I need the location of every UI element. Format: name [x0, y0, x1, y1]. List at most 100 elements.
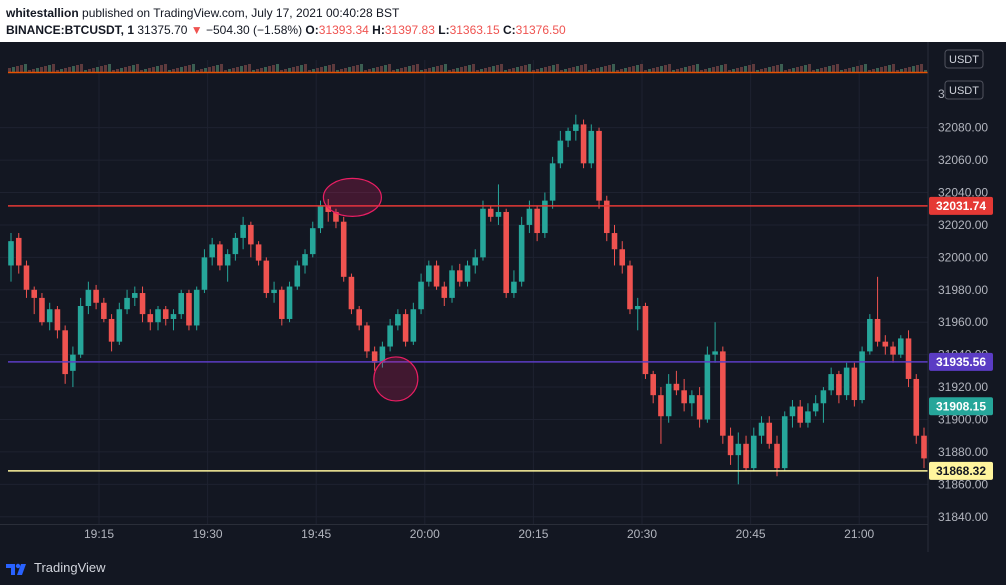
- candle-down: [642, 306, 649, 375]
- candle-up: [379, 346, 386, 363]
- candle-up: [294, 265, 301, 287]
- candle-down: [905, 338, 912, 379]
- candle-down: [836, 374, 842, 396]
- volume-bar: [8, 68, 11, 72]
- volume-bar: [392, 70, 395, 72]
- candle-up: [302, 254, 308, 266]
- volume-bar: [12, 67, 15, 72]
- volume-bar: [684, 67, 687, 72]
- volume-bar: [160, 65, 163, 72]
- volume-bar: [336, 70, 339, 72]
- candlestick-chart[interactable]: 32080.00 32060.00 32040.00 32020.00 32000.00…: [0, 42, 1006, 552]
- volume-bar: [832, 65, 835, 72]
- volume-bar: [24, 64, 27, 72]
- candle-down: [441, 286, 448, 298]
- volume-bar: [228, 69, 231, 72]
- candle-up: [843, 367, 850, 396]
- volume-bar: [368, 69, 371, 72]
- candle-up: [426, 265, 432, 282]
- author-name[interactable]: whitestallion: [6, 6, 79, 20]
- volume-bar: [52, 64, 55, 72]
- volume-bar: [740, 67, 743, 72]
- volume-bar: [904, 68, 907, 72]
- candle-down: [774, 443, 780, 469]
- volume-bar: [168, 70, 171, 72]
- candle-up: [859, 351, 865, 401]
- volume-bar: [432, 67, 435, 72]
- volume-bar: [660, 66, 663, 72]
- volume-bar: [704, 69, 707, 72]
- volume-bar: [848, 68, 851, 72]
- low-label: L:: [438, 23, 450, 37]
- candle-down: [766, 422, 773, 444]
- volume-bar: [348, 67, 351, 72]
- volume-bar: [316, 68, 319, 72]
- volume-bar: [100, 66, 103, 72]
- y-tick-label: 32040.00: [938, 186, 988, 200]
- volume-bar: [756, 70, 759, 72]
- candle-up: [85, 289, 92, 306]
- volume-bar: [400, 68, 403, 72]
- candle-down: [147, 314, 154, 323]
- candle-up: [132, 293, 138, 298]
- volume-bar: [840, 70, 843, 72]
- footer: TradingView: [0, 552, 1006, 585]
- volume-bar: [808, 64, 811, 72]
- close-value: 31376.50: [515, 23, 566, 37]
- candle-up: [511, 281, 517, 294]
- volume-bar: [528, 64, 531, 72]
- volume-bar: [744, 66, 747, 72]
- candle-up: [387, 325, 393, 347]
- y-tick-label: 31980.00: [938, 283, 988, 297]
- volume-bar: [912, 66, 915, 72]
- volume-bar: [496, 65, 499, 72]
- volume-bar: [884, 66, 887, 72]
- candle-down: [882, 341, 889, 347]
- candle-down: [851, 367, 858, 401]
- tradingview-logo[interactable]: TradingView: [6, 560, 106, 575]
- candle-down: [333, 211, 339, 222]
- volume-bar: [824, 67, 827, 72]
- chart-area[interactable]: 32080.00 32060.00 32040.00 32020.00 32000.00…: [0, 42, 1006, 552]
- volume-bar: [680, 68, 683, 72]
- volume-bar: [32, 69, 35, 72]
- y-tick-label: 32020.00: [938, 218, 988, 232]
- volume-bar: [596, 68, 599, 72]
- candle-down: [62, 330, 68, 375]
- volume-bar: [556, 64, 559, 72]
- candle-up: [634, 306, 641, 310]
- x-tick-label: 19:45: [301, 527, 331, 541]
- volume-bar: [500, 64, 503, 72]
- volume-bar: [652, 68, 655, 72]
- candle-up: [805, 411, 811, 423]
- candle-up: [309, 228, 316, 255]
- candle-up: [480, 208, 486, 258]
- candle-up: [526, 208, 533, 225]
- volume-bar: [132, 65, 135, 72]
- y-tick-label: 32060.00: [938, 153, 988, 167]
- volume-bar: [200, 69, 203, 72]
- volume-bar: [560, 70, 563, 72]
- candle-up: [232, 237, 239, 255]
- currency-badge-label: USDT: [949, 85, 979, 97]
- published-text: published on TradingView.com, July 17, 2…: [82, 6, 400, 20]
- candle-up: [828, 374, 834, 391]
- price-axis-label-box: [929, 397, 993, 416]
- volume-bar: [96, 67, 99, 72]
- volume-bar: [56, 70, 59, 72]
- symbol-label: BINANCE:BTCUSDT, 1: [6, 23, 135, 37]
- volume-bar: [656, 67, 659, 72]
- volume-bar: [864, 64, 867, 72]
- publish-info: whitestallion published on TradingView.c…: [6, 6, 399, 20]
- candle-up: [418, 281, 424, 310]
- volume-bar: [408, 66, 411, 72]
- volume-bar: [136, 64, 139, 72]
- volume-bar: [492, 66, 495, 72]
- volume-bar: [472, 64, 475, 72]
- volume-bar: [380, 66, 383, 72]
- volume-bar: [692, 65, 695, 72]
- candle-up: [271, 289, 277, 294]
- candle-down: [93, 289, 99, 303]
- volume-bar: [376, 67, 379, 72]
- volume-bar: [736, 68, 739, 72]
